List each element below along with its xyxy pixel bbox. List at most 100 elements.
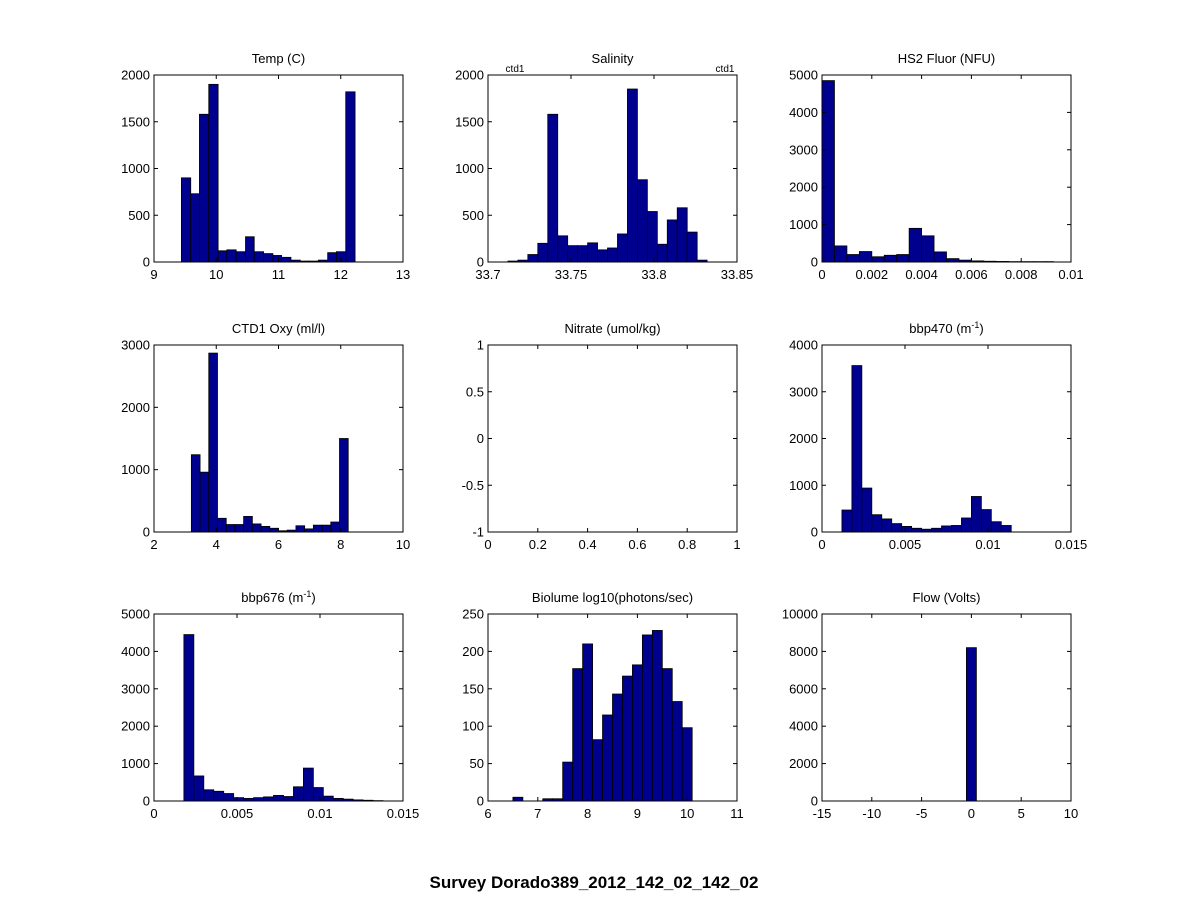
y-tick-label: 1000 [121, 462, 150, 477]
y-tick-label: 0 [811, 255, 818, 270]
histogram-bar [587, 242, 598, 263]
histogram-bar [251, 523, 262, 533]
histogram-bar [607, 247, 618, 263]
x-tick-label: 11 [272, 267, 286, 282]
histogram-bar [243, 516, 253, 533]
histogram-bar [290, 259, 301, 263]
y-tick-label: 1000 [455, 161, 484, 176]
y-tick-label: 500 [128, 208, 150, 223]
y-tick-label: 1000 [789, 478, 818, 493]
subplot-1: 9 10 11 12 13 0 500 1000 1500 2000 Temp (C) [121, 51, 410, 282]
subplot-title: Temp (C) [252, 51, 305, 66]
y-tick-label: -1 [472, 525, 484, 540]
subplot-title: Nitrate (umol/kg) [564, 321, 660, 336]
histogram-bar [983, 260, 997, 263]
x-tick-label: 0.004 [905, 267, 938, 282]
title-superscript: -1 [971, 320, 979, 330]
histogram-bar [696, 259, 708, 263]
histogram-bar [226, 249, 237, 263]
y-tick-label: 2000 [121, 400, 150, 415]
histogram-bar [901, 525, 913, 533]
subplot-title: Salinity [592, 51, 634, 66]
x-tick-label: 0.008 [1005, 267, 1038, 282]
histogram-bar [312, 787, 324, 802]
y-tick-label: 4000 [789, 719, 818, 734]
x-tick-label: -10 [862, 806, 881, 821]
x-tick-label: 0 [150, 806, 157, 821]
y-tick-label: -0.5 [462, 478, 484, 493]
histogram-bar [253, 797, 264, 802]
x-tick-label: 13 [396, 267, 410, 282]
y-tick-label: 2000 [789, 180, 818, 195]
histogram-bar [676, 207, 688, 263]
subplot-2: 33.7 33.75 33.8 33.85 0 500 1000 1500 2000 Salini… [455, 51, 753, 282]
x-tick-label: 33.8 [641, 267, 666, 282]
histogram-bar [203, 789, 215, 802]
histogram-bar [821, 80, 835, 263]
y-tick-label: 50 [470, 756, 484, 771]
histogram-bar [641, 634, 653, 802]
histogram-bar [941, 525, 952, 533]
x-tick-label: 10 [680, 806, 694, 821]
x-tick-label: 0.002 [856, 267, 889, 282]
histogram-bar [908, 227, 923, 263]
histogram-bar [253, 251, 264, 263]
histogram-bar [971, 260, 985, 263]
histogram-bar [234, 524, 245, 533]
y-tick-label: 2000 [121, 68, 150, 83]
histogram-bar [896, 254, 910, 263]
x-tick-label: 0.005 [221, 806, 254, 821]
histogram-bar [883, 254, 898, 263]
histogram-bar [317, 259, 329, 263]
y-tick-label: 500 [462, 208, 484, 223]
histogram-bar [199, 471, 210, 533]
axes-frame [153, 613, 404, 802]
title-suffix: ) [979, 321, 983, 336]
x-tick-label: 0 [484, 537, 491, 552]
x-tick-label: 12 [334, 267, 348, 282]
histogram-bar [342, 798, 354, 802]
y-tick-label: 2000 [789, 431, 818, 446]
y-tick-label: 0 [477, 255, 484, 270]
subplot-6: 0 0.005 0.01 0.015 0 1000 2000 3000 4000 bbp470 (… [789, 320, 1087, 552]
histogram-bar [602, 714, 613, 802]
title-suffix: ) [311, 590, 315, 605]
y-tick-label: 1500 [121, 114, 150, 129]
x-tick-label: 1 [733, 537, 740, 552]
x-tick-label: 33.7 [475, 267, 500, 282]
x-tick-label: 0 [818, 537, 825, 552]
histogram-bar [217, 250, 228, 263]
histogram-bar [592, 739, 603, 802]
x-tick-label: 11 [730, 806, 744, 821]
x-tick-label: 0.01 [1058, 267, 1083, 282]
histogram-bar [858, 251, 873, 263]
histogram-bar [243, 797, 254, 802]
histogram-bar [686, 231, 698, 263]
x-tick-label: 10 [396, 537, 410, 552]
histogram-bar [272, 255, 283, 263]
x-tick-label: 9 [634, 806, 641, 821]
histogram-bar [951, 525, 962, 533]
histogram-bar [961, 517, 972, 533]
subplot-8: 6 7 8 9 10 11 0 50 100 150 200 250 Biolume log10(pho… [462, 590, 743, 821]
y-tick-label: 4000 [121, 644, 150, 659]
y-tick-label: 0 [143, 794, 150, 809]
x-tick-label: 0.6 [628, 537, 646, 552]
histogram-bar [183, 634, 195, 802]
x-tick-label: 0 [818, 267, 825, 282]
axes-frame [487, 344, 738, 533]
histogram-bar [269, 527, 279, 533]
y-tick-label: 3000 [121, 338, 150, 353]
y-tick-label: 4000 [789, 338, 818, 353]
histogram-bar [295, 525, 306, 533]
histogram-bar [871, 256, 885, 263]
y-tick-label: 2000 [455, 68, 484, 83]
x-tick-label: 0.01 [975, 537, 1000, 552]
y-tick-label: 10000 [782, 607, 818, 622]
y-tick-label: 1 [477, 338, 484, 353]
histogram-bar [322, 795, 334, 802]
histogram-bar [851, 365, 863, 533]
histogram-bar [330, 521, 340, 533]
annotation-label: ctd1 [506, 64, 525, 75]
histogram-bar [180, 177, 192, 263]
